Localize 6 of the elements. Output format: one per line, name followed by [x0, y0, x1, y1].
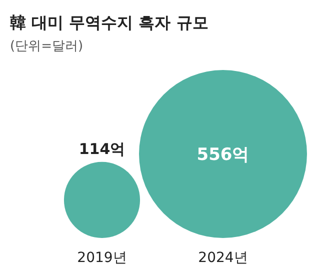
- category-label: 2019년: [77, 250, 127, 266]
- data-label: 556억: [196, 145, 250, 165]
- data-label: 114억: [78, 140, 126, 158]
- category-label: 2024년: [198, 250, 248, 266]
- text: 韓 대미 무역수지 흑자 규모: [10, 13, 208, 32]
- text: (단위=달러): [10, 39, 84, 54]
